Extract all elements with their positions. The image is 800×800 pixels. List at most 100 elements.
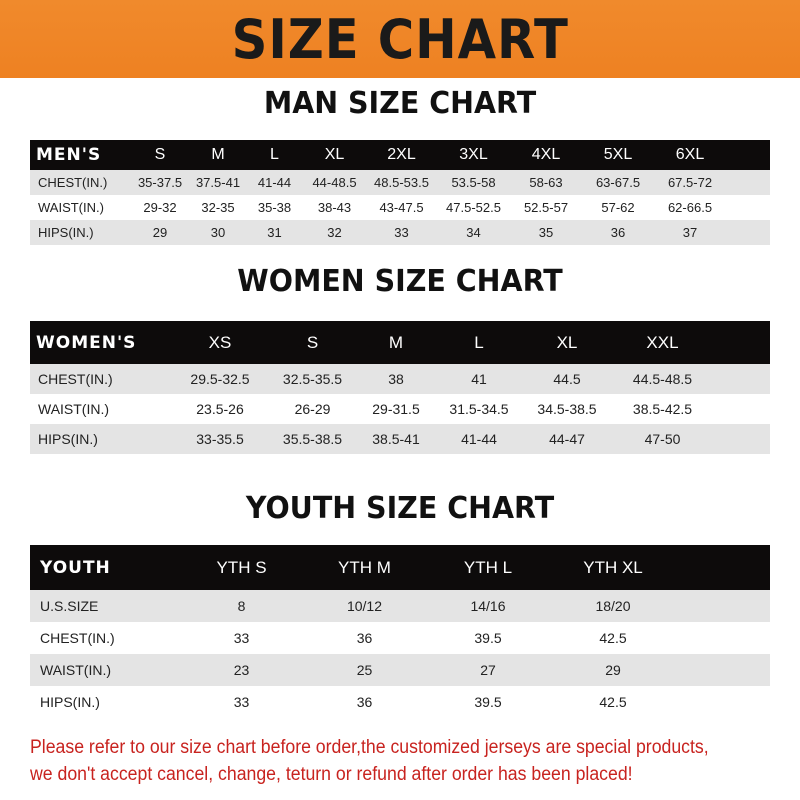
table-cell: 39.5	[474, 694, 502, 710]
table-cell: 57-62	[601, 200, 635, 215]
table-cell: 36	[356, 694, 373, 710]
table-cell: 48.5-53.5	[374, 175, 429, 190]
table-cell: 23.5-26	[196, 401, 244, 417]
table-cell: 38.5-41	[372, 431, 420, 447]
table-corner-label: MEN'S	[36, 145, 102, 165]
table-row: WAIST(IN.) 23.5-26 26-29 29-31.5 31.5-34.5 34…	[30, 394, 770, 424]
table-cell: 41-44	[257, 175, 292, 190]
women-section-title: WOMEN SIZE CHART	[237, 264, 563, 299]
table-cell: 52.5-57	[523, 200, 569, 215]
table-cell: 14/16	[470, 598, 506, 614]
table-cell: 33	[233, 694, 250, 710]
table-cell: 67.5-72	[667, 175, 713, 190]
table-cell: 38	[388, 371, 404, 387]
table-cell: 32	[327, 225, 342, 240]
table-cell: 37.5-41	[195, 175, 241, 190]
measurement-label: WAIST(IN.)	[38, 200, 104, 215]
table-cell: 58-63	[529, 175, 563, 190]
size-header: S	[154, 146, 166, 163]
size-header: XXL	[646, 332, 679, 352]
table-cell: 35	[538, 225, 554, 240]
table-row: HIPS(IN.) 29 30 31 32 33 34 35 36 37	[30, 220, 770, 245]
size-header: XL	[556, 332, 578, 352]
measurement-label: CHEST(IN.)	[40, 630, 115, 646]
table-corner-label: WOMEN'S	[36, 332, 137, 353]
table-cell: 29-31.5	[372, 401, 420, 417]
size-header: 2XL	[387, 146, 416, 163]
table-cell: 47.5-52.5	[446, 200, 501, 215]
table-cell: 31.5-34.5	[449, 401, 509, 417]
table-cell: 29	[605, 662, 621, 678]
youth-size-table: YOUTH YTH S YTH M YTH L YTH XL U.S.SIZE 8 10/12…	[30, 545, 770, 718]
banner: SIZE CHART	[0, 0, 800, 78]
men-size-table: MEN'S S M L XL 2XL 3XL 4XL 5XL 6XL CHEST(IN.) 35-37…	[30, 140, 770, 245]
table-row: CHEST(IN.) 29.5-32.5 32.5-35.5 38 41 44.5 44.5…	[30, 364, 770, 394]
size-header: XL	[324, 146, 345, 163]
table-cell: 18/20	[595, 598, 631, 614]
table-cell: 35-38	[257, 200, 292, 215]
size-header: 4XL	[531, 146, 561, 163]
table-row: U.S.SIZE 8 10/12 14/16 18/20	[30, 590, 770, 622]
table-cell: 62-66.5	[667, 200, 713, 215]
table-cell: 44.5	[553, 371, 581, 387]
table-cell: 29-32	[143, 200, 177, 215]
table-row: HIPS(IN.) 33 36 39.5 42.5	[30, 686, 770, 718]
disclaimer-note: Please refer to our size chart before or…	[30, 734, 737, 788]
table-cell: 53.5-58	[451, 175, 496, 190]
table-cell: 37	[682, 225, 698, 240]
measurement-label: WAIST(IN.)	[38, 401, 110, 417]
measurement-label: HIPS(IN.)	[38, 431, 98, 447]
table-cell: 10/12	[346, 598, 383, 614]
table-row: CHEST(IN.) 35-37.5 37.5-41 41-44 44-48.5 48.5…	[30, 170, 770, 195]
table-cell: 29.5-32.5	[190, 371, 250, 387]
table-cell: 44-47	[549, 431, 585, 447]
table-cell: 33-35.5	[196, 431, 244, 447]
measurement-label: U.S.SIZE	[40, 598, 99, 614]
measurement-label: HIPS(IN.)	[40, 694, 100, 710]
table-row: WAIST(IN.) 29-32 32-35 35-38 38-43 43-47.5 47.…	[30, 195, 770, 220]
size-header: M	[211, 146, 225, 163]
size-header: L	[270, 146, 279, 163]
table-cell: 25	[356, 662, 373, 678]
table-cell: 43-47.5	[379, 200, 424, 215]
table-cell: 38.5-42.5	[632, 401, 693, 417]
measurement-label: CHEST(IN.)	[38, 371, 113, 387]
size-header: M	[388, 332, 404, 352]
header-row: WOMEN'S XS S M L XL XXL	[30, 321, 770, 364]
table-cell: 32-35	[201, 200, 235, 215]
table-cell: 27	[480, 662, 496, 678]
table-cell: 31	[267, 225, 282, 240]
banner-title: SIZE CHART	[231, 7, 569, 71]
table-cell: 35.5-38.5	[282, 431, 343, 447]
table-row: CHEST(IN.) 33 36 39.5 42.5	[30, 622, 770, 654]
table-cell: 47-50	[644, 431, 681, 447]
measurement-label: WAIST(IN.)	[40, 662, 112, 678]
size-header: 3XL	[459, 146, 488, 163]
table-cell: 44.5-48.5	[632, 371, 693, 387]
size-header: YTH XL	[583, 557, 643, 577]
size-header: L	[474, 332, 484, 352]
table-cell: 30	[210, 225, 226, 240]
table-row: WAIST(IN.) 23 25 27 29	[30, 654, 770, 686]
table-cell: 8	[237, 598, 246, 614]
table-cell: 26-29	[294, 401, 331, 417]
table-cell: 41-44	[461, 431, 497, 447]
measurement-label: HIPS(IN.)	[38, 225, 94, 240]
disclaimer-line-2: we don't accept cancel, change, teturn o…	[30, 764, 633, 785]
size-header: S	[306, 332, 319, 352]
size-header: XS	[208, 332, 232, 352]
table-cell: 32.5-35.5	[282, 371, 343, 387]
table-cell: 23	[233, 662, 250, 678]
table-cell: 36	[610, 225, 626, 240]
header-row: MEN'S S M L XL 2XL 3XL 4XL 5XL 6XL	[30, 140, 770, 170]
men-section-title: MAN SIZE CHART	[263, 86, 537, 121]
table-cell: 39.5	[474, 630, 502, 646]
measurement-label: CHEST(IN.)	[38, 175, 108, 190]
table-cell: 42.5	[599, 630, 627, 646]
table-cell: 42.5	[599, 694, 627, 710]
youth-section-title: YOUTH SIZE CHART	[245, 491, 555, 526]
table-cell: 44-48.5	[312, 175, 357, 190]
table-cell: 33	[233, 630, 250, 646]
header-row: YOUTH YTH S YTH M YTH L YTH XL	[30, 545, 770, 590]
disclaimer-line-1: Please refer to our size chart before or…	[30, 737, 709, 758]
